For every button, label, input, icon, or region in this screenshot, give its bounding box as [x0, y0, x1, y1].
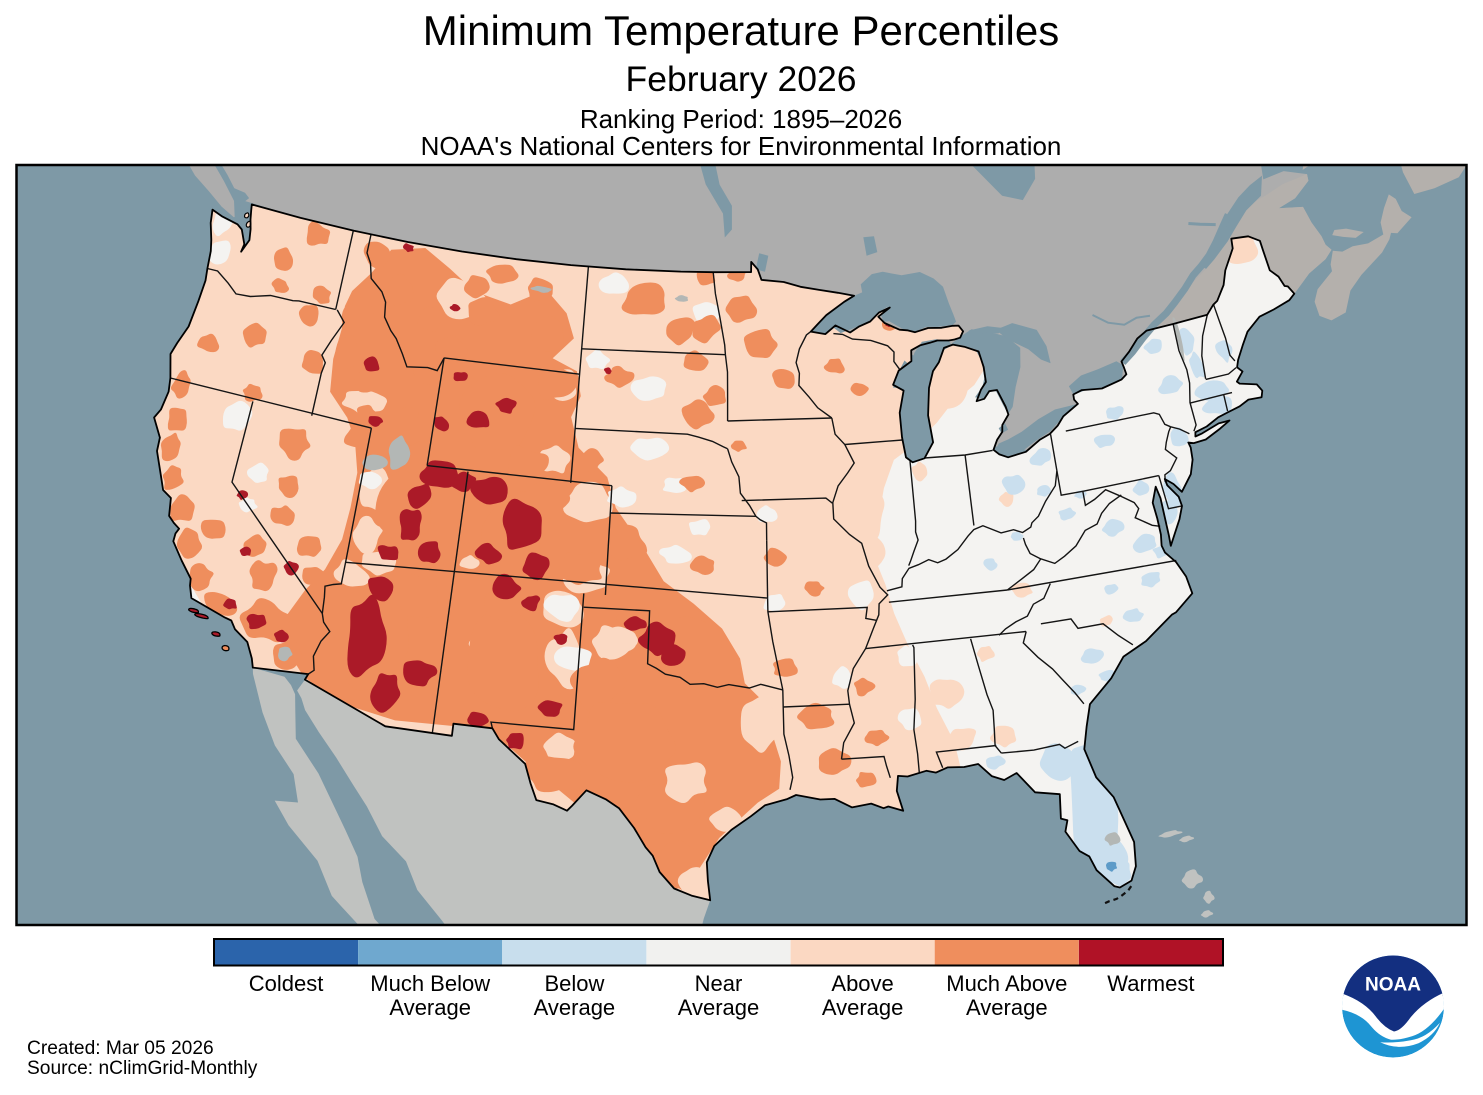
svg-text:NOAA: NOAA: [1365, 975, 1421, 996]
svg-text:Average: Average: [966, 995, 1048, 1020]
svg-text:Below: Below: [544, 971, 604, 996]
svg-text:Coldest: Coldest: [249, 971, 324, 996]
svg-text:Warmest: Warmest: [1107, 971, 1194, 996]
svg-text:NOAA's National Centers for En: NOAA's National Centers for Environmenta…: [421, 131, 1062, 161]
svg-text:Ranking Period: 1895–2026: Ranking Period: 1895–2026: [580, 104, 902, 134]
svg-text:Average: Average: [389, 995, 471, 1020]
svg-text:Average: Average: [822, 995, 904, 1020]
svg-text:Average: Average: [678, 995, 760, 1020]
svg-text:Above: Above: [831, 971, 893, 996]
svg-text:February 2026: February 2026: [626, 59, 857, 99]
svg-text:Average: Average: [534, 995, 616, 1020]
svg-text:Near: Near: [695, 971, 743, 996]
svg-text:Source: nClimGrid-Monthly: Source: nClimGrid-Monthly: [27, 1058, 258, 1079]
svg-text:Much Below: Much Below: [370, 971, 490, 996]
svg-text:Much Above: Much Above: [946, 971, 1067, 996]
svg-text:Created: Mar 05 2026: Created: Mar 05 2026: [27, 1038, 214, 1059]
svg-text:Minimum Temperature Percentile: Minimum Temperature Percentiles: [423, 7, 1059, 54]
